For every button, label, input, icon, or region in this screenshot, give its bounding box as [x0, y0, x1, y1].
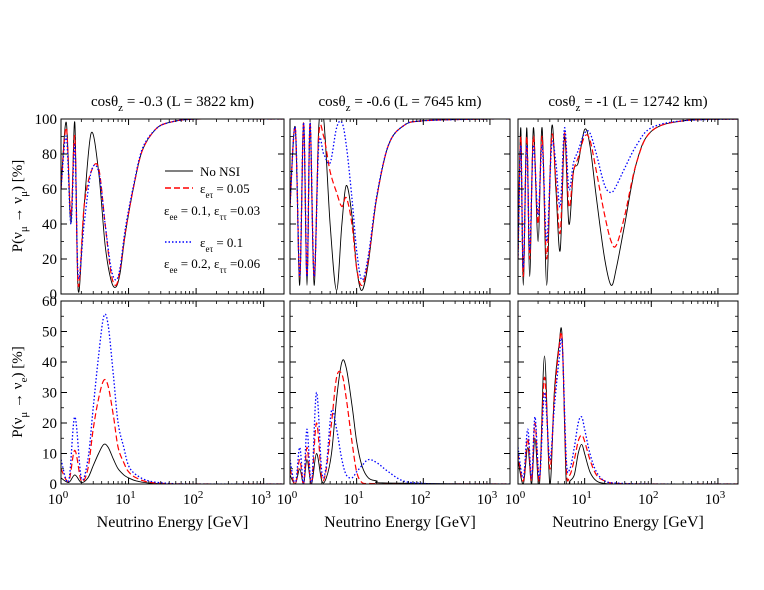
y-tick-label: 40 [42, 355, 57, 371]
panel-title: cosθz = -0.6 (L = 7645 km) [318, 94, 481, 114]
series-line-1 [290, 119, 510, 286]
x-tick-label: 103 [705, 489, 726, 508]
series-line-1 [290, 370, 510, 484]
y-tick-label: 10 [42, 447, 57, 463]
legend-label-0: No NSI [200, 164, 240, 179]
y-tick-label: 80 [42, 147, 57, 163]
x-axis-label: Neutrino Energy [GeV] [97, 514, 249, 531]
y-tick-label: 0 [50, 477, 58, 493]
series-line-1 [518, 119, 738, 278]
series-line-2 [61, 313, 284, 484]
x-tick-label: 100 [505, 489, 526, 508]
series-line-0 [61, 443, 284, 484]
x-tick-label: 102 [410, 489, 431, 508]
series-line-0 [518, 327, 738, 484]
x-tick-label: 103 [250, 489, 271, 508]
x-tick-label: 100 [277, 489, 298, 508]
series-line-2 [290, 119, 510, 281]
series-line-2 [518, 337, 738, 484]
y-tick-label: 100 [35, 112, 58, 128]
y-tick-label: 50 [42, 325, 57, 341]
plot-frame [289, 300, 511, 485]
y-tick-label: 30 [42, 386, 57, 402]
panel-title: cosθz = -1 (L = 12742 km) [548, 94, 707, 114]
series-line-2 [61, 119, 284, 281]
legend-label-2: εeτ = 0.1 [200, 235, 243, 254]
x-tick-label: 101 [343, 489, 364, 508]
x-tick-label: 103 [477, 489, 498, 508]
x-tick-label: 101 [115, 489, 136, 508]
x-tick-label: 102 [638, 489, 659, 508]
panel-top-right: cosθz = -1 (L = 12742 km) [517, 94, 739, 295]
x-tick-label: 100 [48, 489, 69, 508]
series-line-1 [518, 331, 738, 484]
legend: No NSI εeτ = 0.05 εee = 0.1, εττ =0.03 εeτ … [164, 164, 261, 275]
legend-label-1: εeτ = 0.05 [200, 181, 250, 200]
y-axis-label-bottom: P(νμ → νe) [%] [10, 346, 30, 437]
series-line-2 [290, 391, 510, 484]
y-tick-label: 60 [42, 182, 57, 198]
y-tick-label: 60 [42, 294, 57, 310]
y-axis-label-top: P(νμ → νμ) [%] [10, 160, 30, 252]
series-line-1 [61, 119, 284, 288]
plot-frame [517, 300, 739, 485]
y-tick-label: 20 [42, 252, 57, 268]
x-axis-label: Neutrino Energy [GeV] [324, 514, 476, 531]
y-tick-label: 40 [42, 217, 57, 233]
legend-sublabel-2: εee = 0.2, εττ =0.06 [164, 256, 261, 275]
x-tick-label: 101 [571, 489, 592, 508]
panel-top-left: 0 20 40 60 80 100 cosθz = -0.3 (L = 3822 km) [35, 94, 285, 303]
plot-frame [289, 118, 511, 295]
series-line-1 [61, 378, 284, 484]
x-axis-label: Neutrino Energy [GeV] [552, 514, 704, 531]
y-tick-label: 0 [50, 287, 58, 303]
series-line-0 [290, 359, 510, 484]
legend-sublabel-1: εee = 0.1, εττ =0.03 [164, 203, 260, 222]
x-tick-label: 102 [183, 489, 204, 508]
panel-title: cosθz = -0.3 (L = 3822 km) [91, 94, 254, 114]
y-tick-label: 20 [42, 416, 57, 432]
panel-top-middle: cosθz = -0.6 (L = 7645 km) [289, 94, 511, 295]
